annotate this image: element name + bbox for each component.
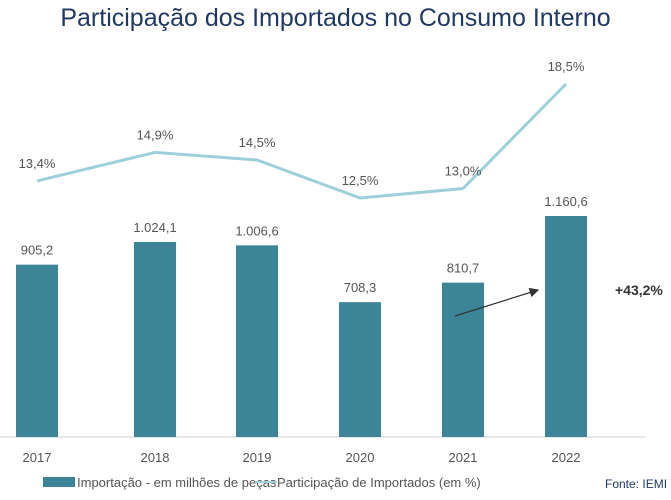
bar-label: 1.160,6 <box>544 194 587 209</box>
growth-annotation: +43,2% <box>615 282 663 298</box>
bar-label: 1.006,6 <box>235 223 278 238</box>
bar-2020 <box>339 302 381 437</box>
growth-arrow <box>454 287 540 317</box>
line-label: 13,4% <box>19 156 56 171</box>
bar-label: 1.024,1 <box>133 220 176 235</box>
bar-label: 810,7 <box>447 261 480 276</box>
x-tick-label: 2019 <box>243 450 272 465</box>
x-tick-label: 2021 <box>449 450 478 465</box>
x-tick-label: 2022 <box>552 450 581 465</box>
bar-2021 <box>442 282 484 437</box>
bar-2022 <box>545 216 587 437</box>
chart-title: Participação dos Importados no Consumo I… <box>60 4 611 32</box>
line-label: 14,9% <box>137 127 174 142</box>
bar-2019 <box>236 245 278 437</box>
legend-bar-swatch <box>43 477 75 487</box>
line-label: 12,5% <box>342 173 379 188</box>
line-label: 13,0% <box>445 164 482 179</box>
source-label: Fonte: IEMI <box>605 477 667 491</box>
x-tick-label: 2020 <box>346 450 375 465</box>
line-label: 14,5% <box>239 135 276 150</box>
legend-bar-label: Importação - em milhões de peças <box>77 475 277 490</box>
bar-2018 <box>134 242 176 437</box>
legend-line-label: Participação de Importados (em %) <box>277 475 481 490</box>
bar-2017 <box>16 264 58 437</box>
bar-label: 905,2 <box>21 243 54 258</box>
line-label: 18,5% <box>548 59 585 74</box>
line-series <box>36 82 568 200</box>
x-tick-label: 2018 <box>141 450 170 465</box>
bar-label: 708,3 <box>344 280 377 295</box>
x-tick-label: 2017 <box>23 450 52 465</box>
